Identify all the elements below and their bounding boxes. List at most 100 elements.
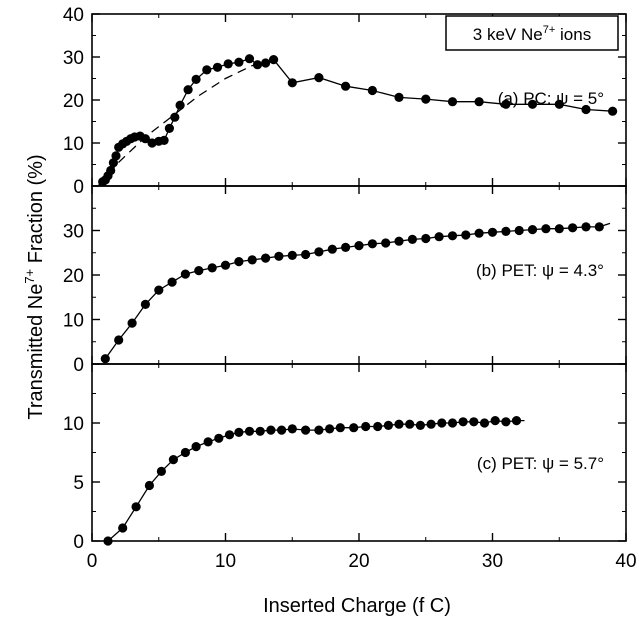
data-point [234,427,244,437]
x-tick-label: 10 [215,551,236,572]
data-point [164,123,174,133]
ion-label-post: ions [555,25,591,44]
data-point [266,425,276,435]
data-point [474,228,484,238]
data-point [244,54,255,64]
data-point [527,99,538,109]
data-point [426,419,436,429]
data-point [183,85,193,95]
data-point [383,420,393,430]
data-point [314,73,324,83]
ion-label-box: 3 keV Ne7+ ions [445,15,619,51]
data-point [180,447,190,458]
x-tick-label: 30 [482,551,503,572]
data-point [447,231,458,241]
y-tick-label: 10 [63,134,84,155]
data-point [407,234,417,244]
data-point [127,318,137,328]
data-point [144,480,154,491]
data-point [405,419,415,429]
data-point [261,58,271,68]
data-point [175,100,185,110]
data-point [212,62,223,72]
panel-label-a: (a) PC: ψ = 5° [498,89,604,108]
data-point [447,97,458,107]
data-point [207,263,217,273]
y-tick-label: 20 [63,266,84,287]
y-tick-label: 30 [63,222,84,243]
data-point [100,354,110,364]
data-point [394,92,404,102]
data-point [458,417,468,427]
data-point [168,455,178,465]
panel-label-b: (b) PET: ψ = 4.3° [476,261,604,280]
series-line-a [102,57,613,183]
data-point [191,74,201,84]
data-point [277,425,287,435]
data-point [111,151,121,161]
data-point [194,266,204,276]
data-point [437,418,447,428]
data-point [581,222,591,232]
y-tick-label: 10 [63,414,84,435]
data-point [301,249,311,260]
x-tick-label: 0 [87,551,98,572]
data-point [156,466,166,476]
data-point [191,442,201,452]
data-point [131,502,141,512]
y-tick-label: 0 [73,532,84,553]
data-point [434,232,444,242]
y-axis-title-post: Fraction (%) [25,154,47,268]
data-point [287,424,297,434]
data-point [349,423,359,433]
data-point [261,253,271,263]
data-point [118,523,128,533]
panel-b: 0 10 20 30 (b) PET: ψ = 4.3° [63,185,627,376]
data-point [140,134,150,144]
data-point [501,99,511,109]
data-point [367,239,377,249]
y-axis-title: Transmitted Ne7+ Fraction (%) [22,154,47,419]
data-point [568,223,578,233]
y-tick-label: 10 [63,311,84,332]
data-point [341,81,351,91]
data-point [106,165,116,176]
data-point [220,260,231,270]
data-point [381,238,391,248]
data-point [608,106,618,116]
data-point [421,233,431,244]
data-point [255,426,265,436]
y-axis-title-sup: 7+ [22,269,37,284]
svg-text:3 keV Ne7+ ions: 3 keV Ne7+ ions [473,24,591,44]
x-tick-label: 40 [615,551,636,572]
data-point [335,423,345,433]
y-tick-label: 5 [73,473,84,494]
data-point [421,94,431,104]
data-point [501,226,511,236]
data-point [327,244,337,254]
data-point [154,285,164,295]
data-point [354,241,364,251]
data-point [501,417,511,427]
data-point [490,416,500,426]
data-point [224,430,235,440]
data-point [223,59,233,69]
data-point [361,421,371,432]
panel-c: 0 5 10 0 10 20 30 40 (c) PET: ψ = 5.7° [63,363,637,572]
y-tick-label: 30 [63,48,84,69]
data-point [514,225,524,236]
data-point [247,255,257,265]
data-point [252,60,263,70]
data-point [447,418,458,428]
data-point [140,299,150,309]
data-point [394,236,404,246]
data-point [394,419,404,429]
data-point [314,247,324,257]
data-point [287,250,297,260]
y-tick-label: 40 [63,5,84,26]
data-point [170,112,180,122]
data-point [244,426,255,436]
data-point [159,135,169,145]
data-point [594,222,604,232]
